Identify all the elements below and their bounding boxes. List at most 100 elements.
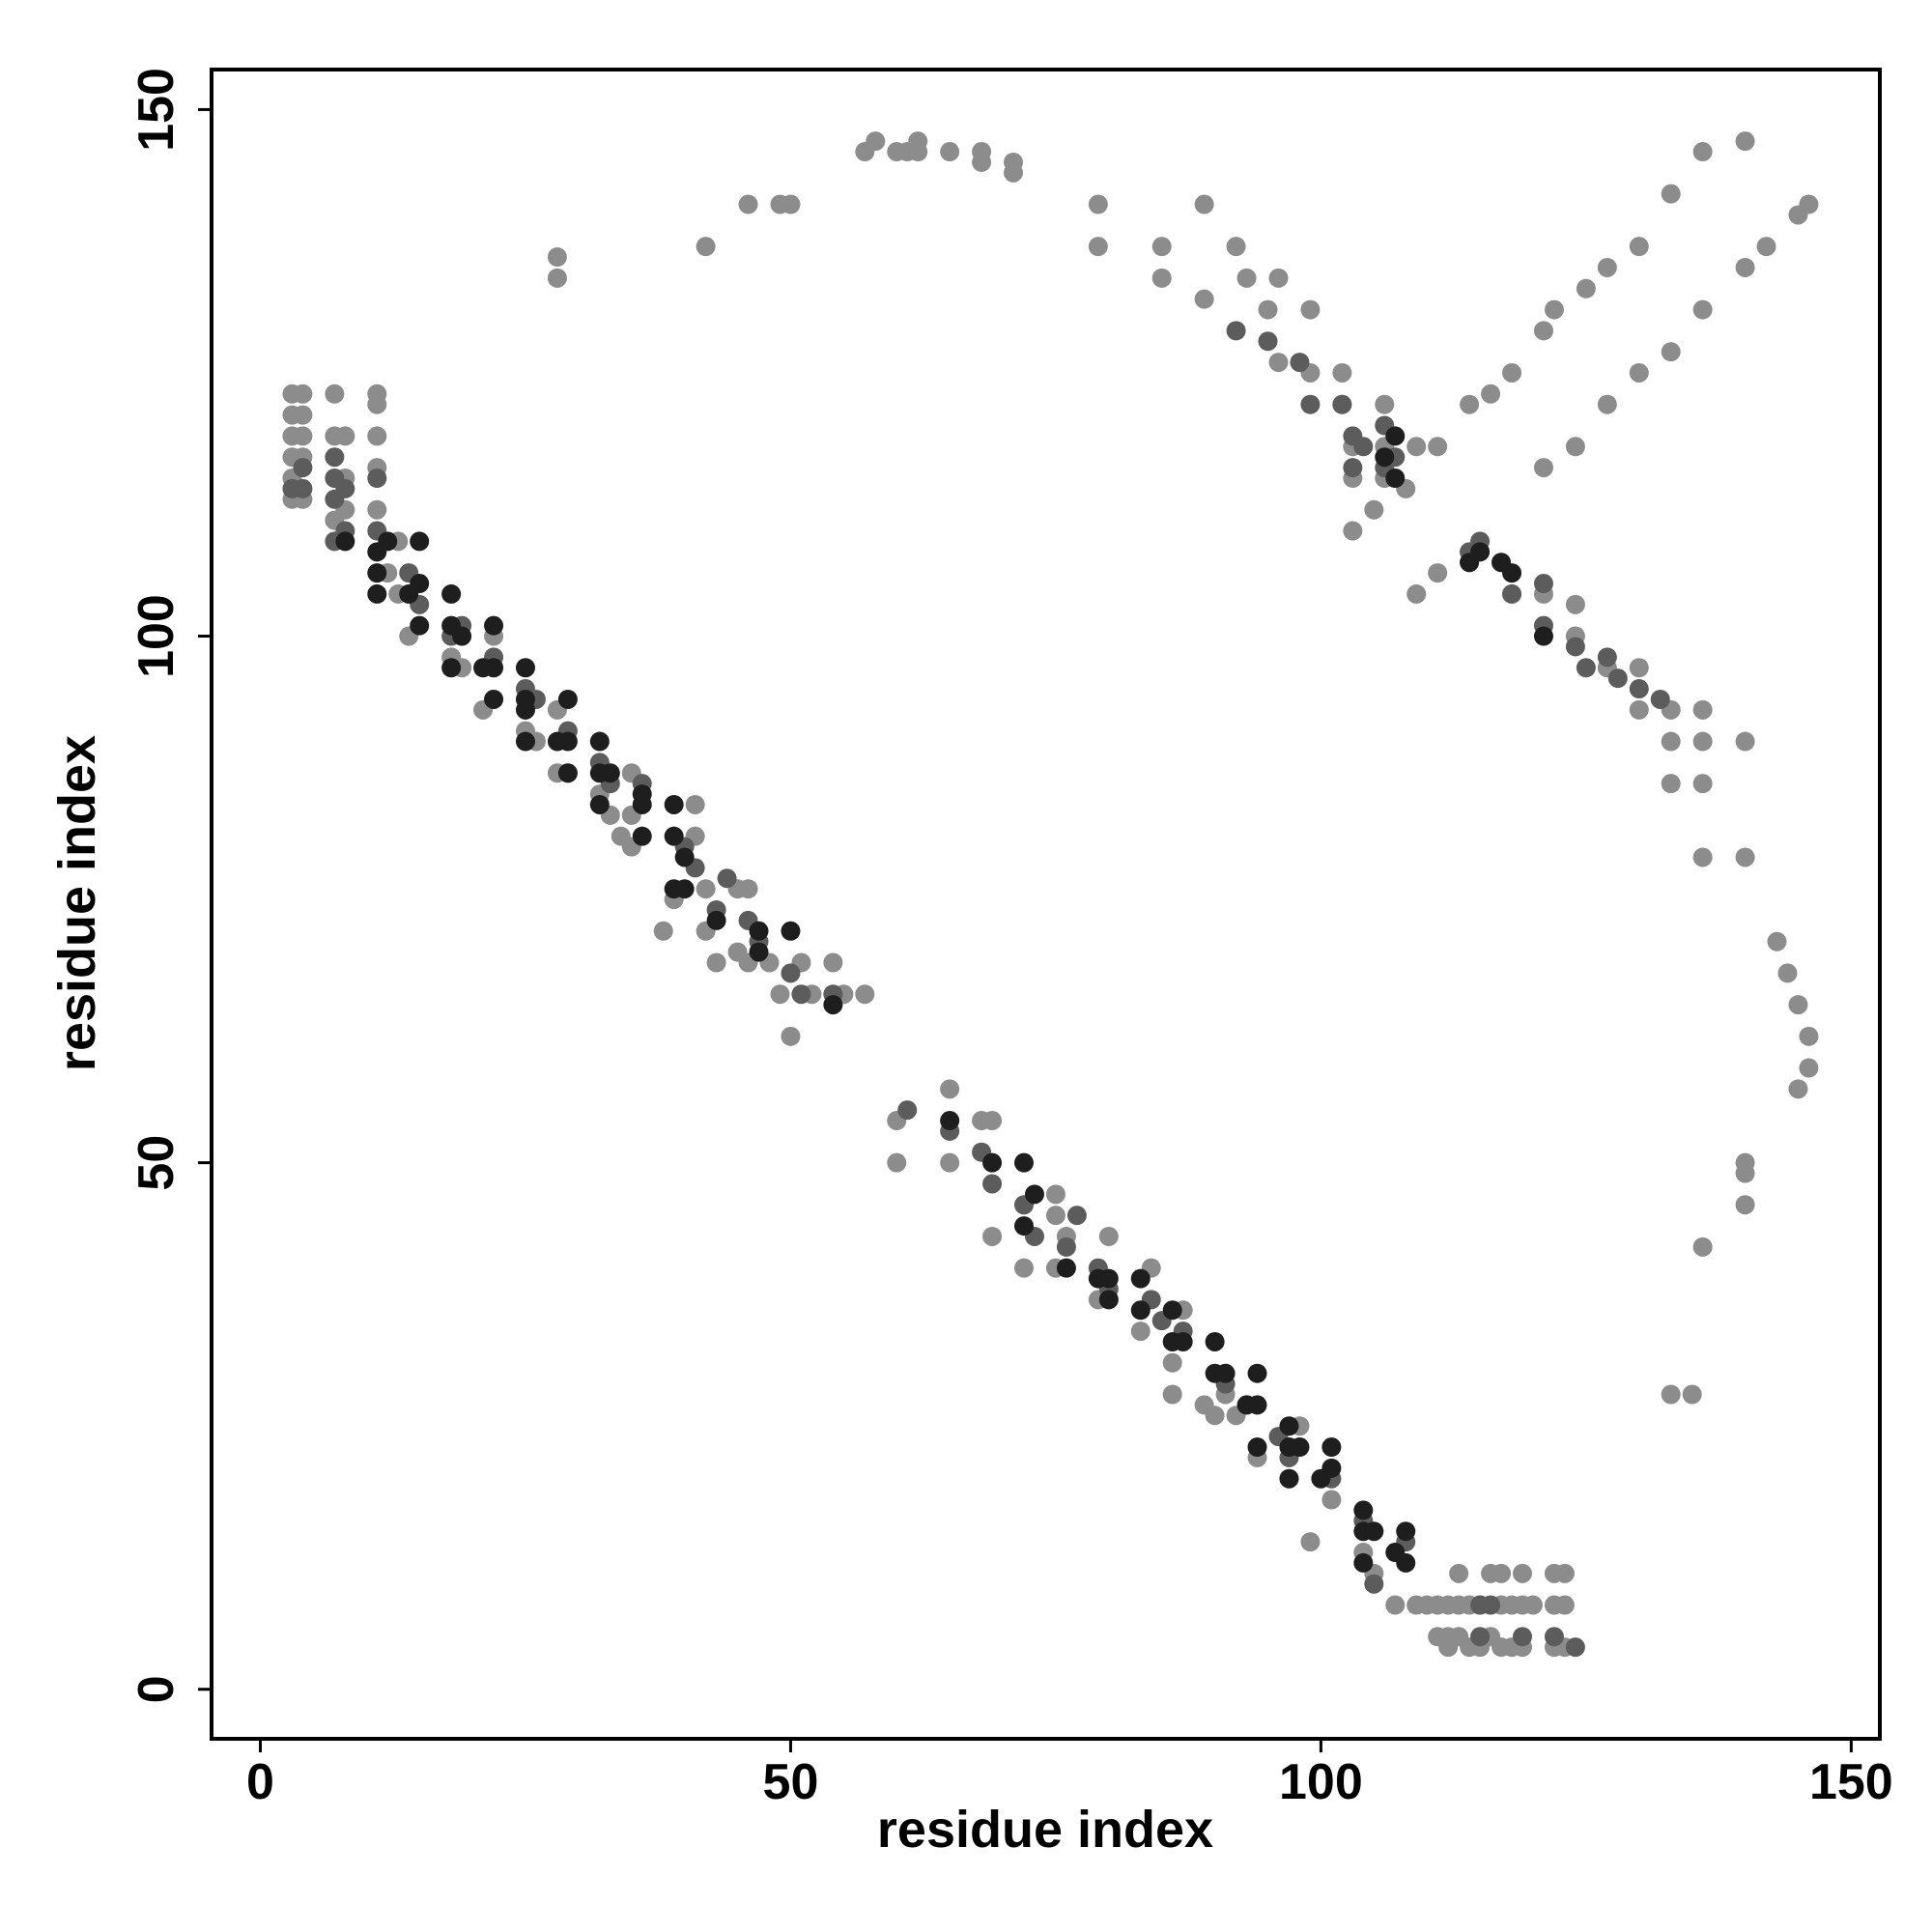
- point: [738, 879, 758, 899]
- point: [1130, 1268, 1151, 1289]
- point: [515, 658, 535, 678]
- point: [367, 426, 387, 446]
- point: [1470, 1627, 1491, 1647]
- point: [1332, 362, 1352, 383]
- point: [293, 405, 313, 425]
- point: [1162, 1331, 1182, 1351]
- plot-frame: [210, 68, 1882, 1741]
- point: [1554, 1563, 1575, 1583]
- point: [1629, 658, 1649, 678]
- point: [1799, 1026, 1819, 1046]
- point: [1565, 594, 1585, 614]
- point: [1788, 995, 1808, 1015]
- point: [293, 426, 313, 446]
- point: [1205, 1331, 1225, 1351]
- point: [515, 699, 535, 720]
- point: [1597, 647, 1617, 668]
- point: [1661, 774, 1681, 794]
- point: [1066, 1206, 1087, 1226]
- point: [887, 1152, 907, 1173]
- point: [1353, 437, 1374, 457]
- point: [1565, 1637, 1585, 1658]
- point: [1565, 637, 1585, 657]
- point: [325, 384, 345, 404]
- point: [1692, 699, 1713, 720]
- point: [1692, 731, 1713, 752]
- point: [325, 447, 345, 468]
- point: [1650, 689, 1670, 709]
- point: [940, 1111, 960, 1131]
- y-axis-title: residue index: [48, 735, 106, 1071]
- point: [1300, 394, 1321, 414]
- point: [1375, 394, 1395, 414]
- point: [378, 531, 398, 552]
- point: [367, 499, 387, 520]
- point: [547, 247, 567, 268]
- point: [1247, 1437, 1267, 1458]
- point: [706, 910, 726, 930]
- point: [1406, 583, 1427, 604]
- point: [1343, 521, 1363, 541]
- point: [1565, 437, 1585, 457]
- point: [1056, 1236, 1076, 1257]
- point: [1629, 362, 1649, 383]
- point: [1247, 1363, 1267, 1383]
- point: [749, 942, 769, 962]
- point: [1629, 237, 1649, 257]
- point: [1799, 194, 1819, 214]
- point: [1004, 162, 1024, 183]
- point: [1502, 583, 1522, 604]
- point: [515, 731, 535, 752]
- point: [1226, 237, 1246, 257]
- point: [632, 794, 652, 814]
- point: [1130, 1321, 1151, 1342]
- point: [1045, 1206, 1065, 1226]
- point: [1502, 362, 1522, 383]
- point: [1533, 626, 1553, 646]
- point: [367, 469, 387, 489]
- point: [1576, 278, 1596, 298]
- point: [367, 394, 387, 414]
- point: [611, 826, 631, 846]
- x-tick-label: 150: [1809, 1754, 1893, 1810]
- point: [908, 142, 928, 162]
- point: [1492, 1563, 1512, 1583]
- point: [1364, 1574, 1384, 1594]
- point: [982, 1152, 1003, 1173]
- y-tick-label: 50: [128, 1135, 185, 1191]
- point: [1661, 184, 1681, 204]
- point: [1799, 1058, 1819, 1078]
- point: [1258, 299, 1278, 320]
- point: [1258, 331, 1278, 352]
- point: [1151, 268, 1172, 288]
- point: [1343, 458, 1363, 478]
- point: [1756, 237, 1776, 257]
- point: [1024, 1184, 1044, 1205]
- point: [1321, 1490, 1342, 1510]
- point: [653, 921, 673, 941]
- point: [1597, 257, 1617, 277]
- point: [1544, 299, 1564, 320]
- point: [557, 689, 578, 709]
- point: [1385, 1543, 1406, 1563]
- point: [1481, 1595, 1501, 1615]
- point: [1777, 963, 1798, 983]
- point: [1735, 257, 1755, 277]
- point: [1364, 499, 1384, 520]
- point: [1767, 931, 1787, 952]
- point: [940, 1152, 960, 1173]
- point: [1013, 1152, 1034, 1173]
- point: [335, 426, 355, 446]
- point: [1279, 1416, 1299, 1436]
- point: [1513, 1563, 1533, 1583]
- point: [1544, 1627, 1564, 1647]
- point: [1533, 458, 1553, 478]
- point: [685, 794, 705, 814]
- point: [1576, 658, 1596, 678]
- point: [781, 1026, 801, 1046]
- point: [706, 952, 726, 973]
- point: [410, 615, 430, 636]
- point: [1130, 1300, 1151, 1321]
- point: [1492, 553, 1512, 573]
